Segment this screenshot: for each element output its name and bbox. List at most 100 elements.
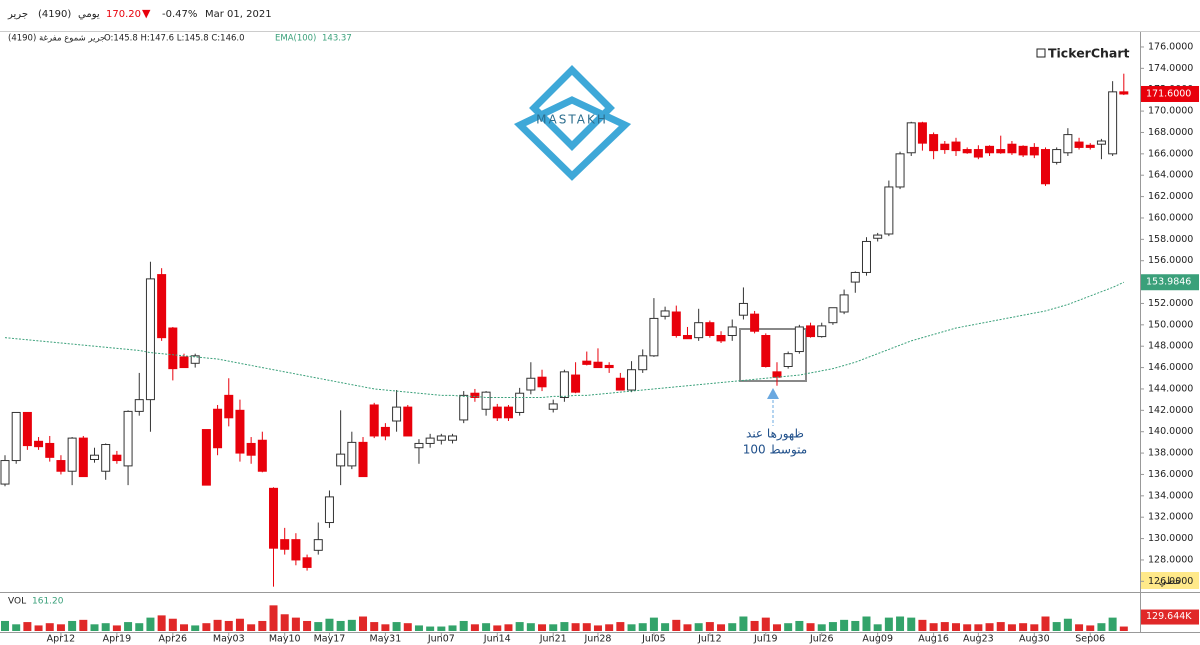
volume-bar [1041, 616, 1050, 631]
candle-body [772, 371, 782, 378]
symbol-name: جرير [7, 9, 28, 20]
x-tick-label: Sep06 [1075, 634, 1105, 645]
volume-bar [694, 623, 703, 631]
y-tick-label: 142.0000 [1148, 405, 1193, 416]
candle-body [90, 454, 100, 460]
volume-bar [717, 624, 726, 631]
volume-bar [213, 619, 222, 631]
volume-bar [582, 623, 591, 631]
volume-bar [728, 623, 737, 631]
volume-bar [672, 619, 681, 631]
y-tick-label: 140.0000 [1148, 426, 1193, 437]
candle-body [213, 408, 223, 449]
y-tick-label: 158.0000 [1148, 234, 1193, 245]
volume-bar [437, 626, 446, 631]
volume-bar [761, 617, 770, 631]
candle-body [1029, 146, 1039, 156]
volume-bar [1075, 624, 1084, 631]
candle-body [929, 134, 939, 152]
candle-body [1119, 91, 1129, 95]
candle-body [761, 335, 771, 368]
candle-body [34, 440, 44, 448]
candle-body [246, 442, 256, 456]
volume-bar [739, 616, 748, 631]
volume-bar [45, 623, 54, 631]
x-tick-label: May17 [314, 634, 346, 645]
candle-body [224, 394, 234, 419]
y-tick-label: 136.0000 [1148, 469, 1193, 480]
volume-bar [168, 618, 177, 631]
price-marker [1141, 274, 1199, 291]
candle-body [436, 435, 446, 441]
volume-bar [627, 624, 636, 631]
candle-body [839, 294, 849, 313]
candle-body [123, 410, 133, 467]
y-tick-label: 176.0000 [1148, 41, 1193, 52]
period: يومي [78, 9, 100, 20]
candle-body [112, 454, 122, 462]
volume-bar [202, 623, 211, 631]
candle-body [392, 406, 402, 422]
candle-body [951, 141, 961, 152]
x-tick-label: Apr26 [159, 634, 188, 645]
volume-bar [235, 618, 244, 631]
candle-body [459, 394, 469, 421]
annotation: متوسط 100 [743, 443, 807, 458]
volume-bar [79, 619, 88, 631]
volume-bar [526, 623, 535, 631]
x-tick-label: May10 [269, 634, 301, 645]
candle-body [257, 439, 267, 472]
candle-body [235, 409, 245, 454]
candle-body [425, 437, 435, 444]
candle-body [448, 435, 458, 441]
candle-body [179, 356, 189, 369]
candle-body [101, 444, 111, 472]
volume-bar [571, 623, 580, 631]
x-tick-label: May31 [370, 634, 402, 645]
candle-body [67, 437, 77, 472]
candle-body [280, 539, 290, 550]
candle-body [470, 392, 480, 398]
x-tick-label: Aug16 [918, 634, 949, 645]
y-tick-label: 170.0000 [1148, 106, 1193, 117]
candle-body [11, 411, 21, 462]
volume-bar [470, 624, 479, 631]
change-arrow: ▼ [142, 7, 151, 20]
candle-body [895, 153, 905, 188]
volume-bar [1086, 625, 1095, 631]
volume-bar [1119, 626, 1128, 631]
volume-bar [1019, 623, 1028, 631]
volume-bar [1007, 624, 1016, 631]
volume-bar [504, 624, 513, 631]
volume-bar [538, 624, 547, 631]
candle-body [347, 441, 357, 467]
candle-body [571, 374, 581, 393]
volume-title: VOL [8, 597, 26, 607]
volume-bar [549, 624, 558, 631]
x-tick-label: Aug23 [963, 634, 994, 645]
candle-body [548, 403, 558, 410]
volume-value: 161.20 [32, 597, 64, 607]
volume-bar [247, 624, 256, 631]
candle-body [201, 429, 211, 486]
candle-body [962, 149, 972, 154]
volume-bar [146, 617, 155, 631]
candle-body [873, 234, 883, 239]
volume-marker [1141, 609, 1199, 625]
y-tick-label: 152.0000 [1148, 298, 1193, 309]
volume-bar [68, 620, 77, 631]
y-tick-label: 144.0000 [1148, 383, 1193, 394]
volume-bar [515, 622, 524, 631]
volume-bar [1108, 617, 1117, 631]
x-tick-label: Jun07 [427, 634, 455, 645]
y-tick-label: 174.0000 [1148, 63, 1193, 74]
x-tick-label: Jul26 [809, 634, 834, 645]
x-tick-label: Jun21 [539, 634, 567, 645]
scale-mode-box [1141, 572, 1199, 589]
y-tick-label: 126.0000 [1148, 576, 1193, 587]
volume-bar [918, 619, 927, 631]
volume-bar [1052, 622, 1061, 631]
candle-body [917, 122, 927, 144]
candle-body [850, 271, 860, 283]
